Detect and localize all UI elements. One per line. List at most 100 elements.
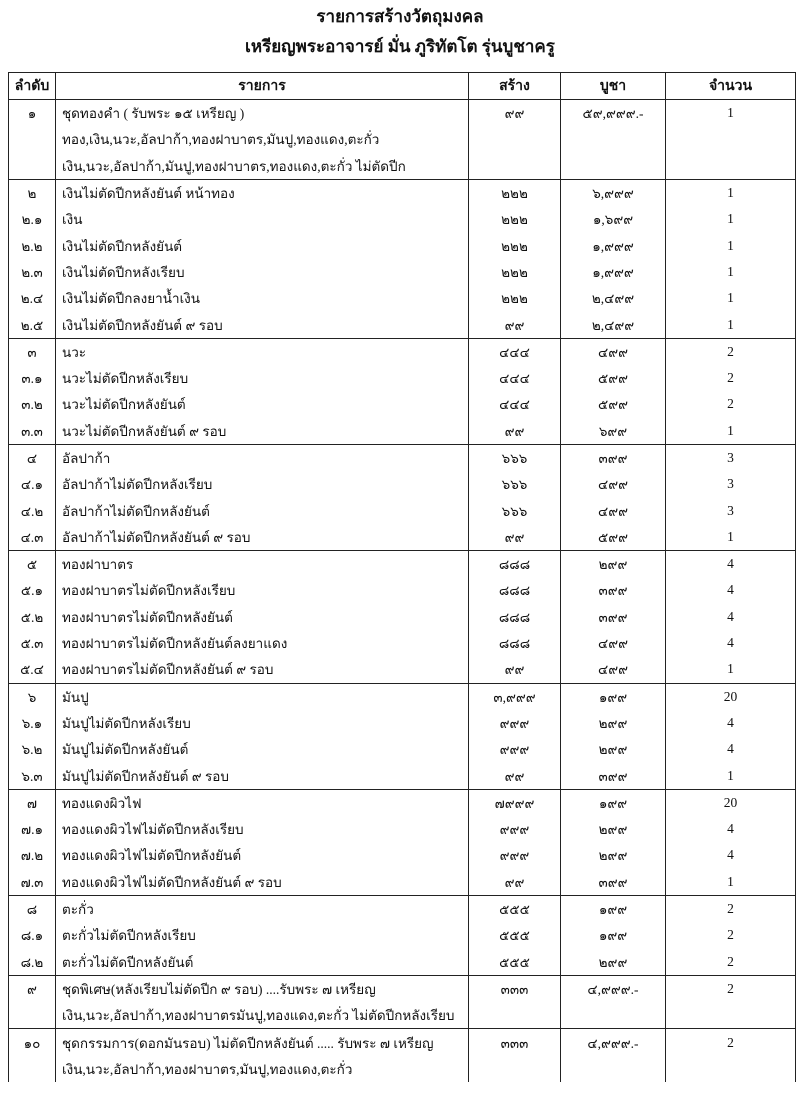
cell-price: ๕๙๙ xyxy=(560,523,666,551)
cell-order: ๓.๑ xyxy=(8,364,56,392)
cell-item: มันปูไม่ตัดปีกหลังเรียบ xyxy=(55,709,469,737)
cell-quantity: 4 xyxy=(665,577,796,604)
cell-price: ๓๙๙ xyxy=(560,577,666,604)
table-row: ๒.๔ เงินไม่ตัดปีกลงยาน้ำเงิน ๒๒๒ ๒,๔๙๙ 1 xyxy=(8,285,796,312)
cell-price xyxy=(560,152,666,180)
cell-order: ๖.๓ xyxy=(8,762,56,790)
cell-item: นวะไม่ตัดปีกหลังยันต์ xyxy=(55,391,469,418)
cell-item: เงิน xyxy=(55,206,469,233)
cell-price: ๑๙๙ xyxy=(560,922,666,949)
cell-order: ๕.๑ xyxy=(8,577,56,604)
cell-created: ๓๓๓ xyxy=(468,974,561,1003)
cell-order xyxy=(8,152,56,180)
cell-created: ๙๙ xyxy=(468,762,561,790)
cell-price: ๒๙๙ xyxy=(560,816,666,843)
document-title: รายการสร้างวัตถุมงคล xyxy=(316,7,484,26)
cell-order: ๖ xyxy=(8,682,56,710)
table-row: ๖มันปู ๓,๙๙๙ ๑๙๙ 20 xyxy=(8,682,796,710)
table-row: ๓.๓ นวะไม่ตัดปีกหลังยันต์ ๙ รอบ ๙๙ ๖๙๙ 1 xyxy=(8,417,796,445)
table-row: ๓.๑ นวะไม่ตัดปีกหลังเรียบ ๔๔๔ ๕๙๙ 2 xyxy=(8,364,796,392)
table-row: ๒.๑ เงิน ๒๒๒ ๑,๖๙๙ 1 xyxy=(8,206,796,233)
cell-order: ๖.๒ xyxy=(8,736,56,763)
cell-price: ๓๙๙ xyxy=(560,603,666,630)
cell-quantity: 1 xyxy=(665,258,796,286)
document-subtitle: เหรียญพระอาจารย์ มั่น ภูริทัตโต รุ่นบูชา… xyxy=(245,37,555,56)
cell-price xyxy=(560,1002,666,1029)
cell-item: นวะไม่ตัดปีกหลังเรียบ xyxy=(55,364,469,392)
table-row: ๗ทองแดงผิวไฟ ๗๙๙๙ ๑๙๙ 20 xyxy=(8,788,796,817)
table-row: ๑ชุดทองคำ ( รับพระ ๑๕ เหรียญ ) ๙๙ ๕๙,๙๙๙.-… xyxy=(8,99,796,127)
cell-order: ๔.๓ xyxy=(8,523,56,551)
cell-order: ๓.๒ xyxy=(8,391,56,418)
cell-item: นวะไม่ตัดปีกหลังยันต์ ๙ รอบ xyxy=(55,417,469,445)
cell-order: ๗.๑ xyxy=(8,816,56,843)
cell-price: ๔๙๙ xyxy=(560,471,666,498)
cell-price: ๒๙๙ xyxy=(560,550,666,578)
table-row: ๕.๓ ทองฝาบาตรไม่ตัดปีกหลังยันต์ลงยาแดง ๘๘๘… xyxy=(8,629,796,657)
table-row: ๘.๒ ตะกั่วไม่ตัดปีกหลังยันต์ ๕๕๕ ๒๙๙ 2 xyxy=(8,948,796,976)
cell-price: ๒๙๙ xyxy=(560,842,666,869)
cell-item: เงินไม่ตัดปีกลงยาน้ำเงิน xyxy=(55,285,469,312)
cell-order: ๒.๒ xyxy=(8,232,56,259)
table-row: ๕ทองฝาบาตร ๘๘๘ ๒๙๙ 4 xyxy=(8,550,796,578)
cell-item: ทองฝาบาตรไม่ตัดปีกหลังยันต์ลงยาแดง xyxy=(55,629,469,657)
cell-item: ตะกั่วไม่ตัดปีกหลังเรียบ xyxy=(55,922,469,949)
cell-order: ๒ xyxy=(8,178,56,207)
cell-item: เงินไม่ตัดปีกหลังยันต์ xyxy=(55,232,469,259)
cell-created: ๖๖๖ xyxy=(468,497,561,524)
cell-price: ๑,๙๙๙ xyxy=(560,258,666,286)
cell-item: ทองฝาบาตรไม่ตัดปีกหลังยันต์ ๙ รอบ xyxy=(55,656,469,684)
cell-created: ๙๙ xyxy=(468,99,561,127)
cell-quantity: 2 xyxy=(665,337,796,365)
table-row: ๗.๒ ทองแดงผิวไฟไม่ตัดปีกหลังยันต์ ๙๙๙ ๒๙๙ 4 xyxy=(8,842,796,869)
cell-price: ๑๙๙ xyxy=(560,788,666,817)
cell-created: ๙๙๙ xyxy=(468,709,561,737)
table-row: เงิน,นวะ,อัลปาก้า,ทองฝาบาตรมันปู,ทองแดง,… xyxy=(8,1002,796,1029)
cell-price: ๒๙๙ xyxy=(560,948,666,976)
cell-order: ๒.๔ xyxy=(8,285,56,312)
table-row: ๕.๒ ทองฝาบาตรไม่ตัดปีกหลังยันต์ ๘๘๘ ๓๙๙ 4 xyxy=(8,603,796,630)
cell-price: ๒,๔๙๙ xyxy=(560,311,666,339)
cell-order: ๘ xyxy=(8,894,56,923)
cell-quantity: 2 xyxy=(665,1028,796,1056)
cell-quantity: 2 xyxy=(665,364,796,392)
cell-created: ๘๘๘ xyxy=(468,603,561,630)
cell-created: ๔๔๔ xyxy=(468,364,561,392)
cell-quantity: 4 xyxy=(665,709,796,737)
cell-quantity: 3 xyxy=(665,443,796,472)
cell-quantity xyxy=(665,1055,796,1082)
cell-created: ๔๔๔ xyxy=(468,337,561,365)
table-row: ๔อัลปาก้า ๖๖๖ ๓๙๙ 3 xyxy=(8,443,796,472)
cell-item: ทองแดงผิวไฟไม่ตัดปีกหลังยันต์ ๙ รอบ xyxy=(55,868,469,896)
col-created: สร้าง xyxy=(468,72,561,100)
cell-order xyxy=(8,1055,56,1082)
table-row: ๖.๒ มันปูไม่ตัดปีกหลังยันต์ ๙๙๙ ๒๙๙ 4 xyxy=(8,736,796,763)
cell-quantity: 1 xyxy=(665,232,796,259)
cell-created: ๙๙๙ xyxy=(468,816,561,843)
cell-order: ๗.๓ xyxy=(8,868,56,896)
cell-order: ๘.๒ xyxy=(8,948,56,976)
cell-price: ๕๙,๙๙๙.- xyxy=(560,99,666,127)
cell-quantity: 2 xyxy=(665,922,796,949)
col-order: ลำดับ xyxy=(8,72,56,100)
cell-item: ทองฝาบาตรไม่ตัดปีกหลังยันต์ xyxy=(55,603,469,630)
cell-created: ๔๔๔ xyxy=(468,391,561,418)
cell-quantity: 1 xyxy=(665,868,796,896)
cell-item: ทองแดงผิวไฟไม่ตัดปีกหลังเรียบ xyxy=(55,816,469,843)
cell-item: อัลปาก้าไม่ตัดปีกหลังยันต์ xyxy=(55,497,469,524)
cell-price: ๔,๙๙๙.- xyxy=(560,1028,666,1056)
cell-quantity xyxy=(665,126,796,153)
cell-order: ๒.๓ xyxy=(8,258,56,286)
cell-created: ๒๒๒ xyxy=(468,285,561,312)
table-row: ๗.๓ ทองแดงผิวไฟไม่ตัดปีกหลังยันต์ ๙ รอบ ๙๙… xyxy=(8,868,796,896)
cell-item: ชุดพิเศษ(หลังเรียบไม่ตัดปีก ๙ รอบ) ....ร… xyxy=(55,974,469,1003)
cell-price: ๔๙๙ xyxy=(560,497,666,524)
cell-item: ชุดกรรมการ(ดอกมันรอบ) ไม่ตัดปีกหลังยันต์… xyxy=(55,1028,469,1056)
cell-price: ๒๙๙ xyxy=(560,709,666,737)
cell-created: ๕๕๕ xyxy=(468,894,561,923)
table-row: ๔.๒ อัลปาก้าไม่ตัดปีกหลังยันต์ ๖๖๖ ๔๙๙ 3 xyxy=(8,497,796,524)
cell-quantity: 4 xyxy=(665,736,796,763)
cell-price: ๕๙๙ xyxy=(560,391,666,418)
cell-item: อัลปาก้าไม่ตัดปีกหลังยันต์ ๙ รอบ xyxy=(55,523,469,551)
col-price: บูชา xyxy=(560,72,666,100)
